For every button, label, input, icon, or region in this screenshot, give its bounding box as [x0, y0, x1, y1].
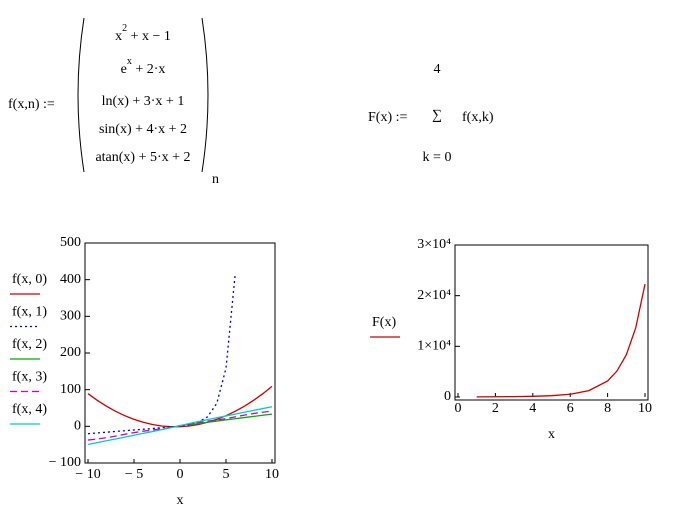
y-tick-label: 0: [74, 419, 81, 434]
x-axis-label: x: [548, 427, 555, 442]
y-tick-label: 100: [60, 382, 81, 397]
F-definition: F(x) :=: [368, 110, 408, 125]
x-tick-label: 0: [455, 401, 462, 416]
legend-label: f(x, 3): [12, 370, 47, 385]
y-tick-label: 3×10⁴: [417, 237, 451, 252]
plot-frame: [84, 242, 276, 464]
sum-body: f(x,k): [462, 110, 494, 125]
series-line: [476, 283, 646, 398]
series-line: [87, 273, 236, 435]
sum-lower: k = 0: [423, 150, 452, 165]
right-paren: [201, 17, 209, 173]
x-tick-label: 10: [638, 401, 652, 416]
y-tick-label: 2×10⁴: [417, 288, 451, 303]
series-line: [87, 385, 273, 428]
sum-upper: 4: [434, 62, 441, 77]
x-tick-label: 5: [223, 467, 230, 482]
subscript: n: [212, 172, 219, 187]
matrix-row: sin(x) + 4·x + 2: [99, 122, 187, 137]
legend-label: f(x, 0): [12, 272, 47, 287]
y-tick-label: 500: [60, 235, 81, 250]
f-definition: f(x,n) :=: [8, 97, 55, 112]
series-line: [87, 406, 273, 446]
legend-label: F(x): [372, 315, 396, 330]
legend-label: f(x, 1): [12, 305, 47, 320]
matrix-row: x2 + x − 1: [115, 23, 171, 44]
legend-label: f(x, 4): [12, 402, 47, 417]
y-tick-label: 300: [60, 309, 81, 324]
x-tick-label: 6: [567, 401, 574, 416]
matrix-row: atan(x) + 5·x + 2: [95, 150, 190, 165]
x-tick-label: 10: [265, 467, 279, 482]
sum-symbol: ∑: [432, 108, 442, 123]
matrix-row: ln(x) + 3·x + 1: [102, 94, 185, 109]
x-tick-label: 0: [177, 467, 184, 482]
x-tick-label: 4: [529, 401, 536, 416]
x-axis-label: x: [177, 493, 184, 508]
x-tick-label: − 10: [75, 467, 100, 482]
y-tick-label: 200: [60, 345, 81, 360]
matrix-row: ex + 2·x: [121, 56, 166, 77]
x-tick-label: 8: [604, 401, 611, 416]
legend-label: f(x, 2): [12, 337, 47, 352]
y-tick-label: − 100: [49, 455, 81, 470]
x-tick-label: 2: [492, 401, 499, 416]
left-paren: [77, 17, 85, 173]
series-line: [189, 413, 273, 426]
y-tick-label: 400: [60, 272, 81, 287]
y-tick-label: 1×10⁴: [417, 339, 451, 354]
y-tick-label: 0: [444, 389, 451, 404]
x-tick-label: − 5: [125, 467, 143, 482]
plot-frame: [454, 244, 649, 401]
